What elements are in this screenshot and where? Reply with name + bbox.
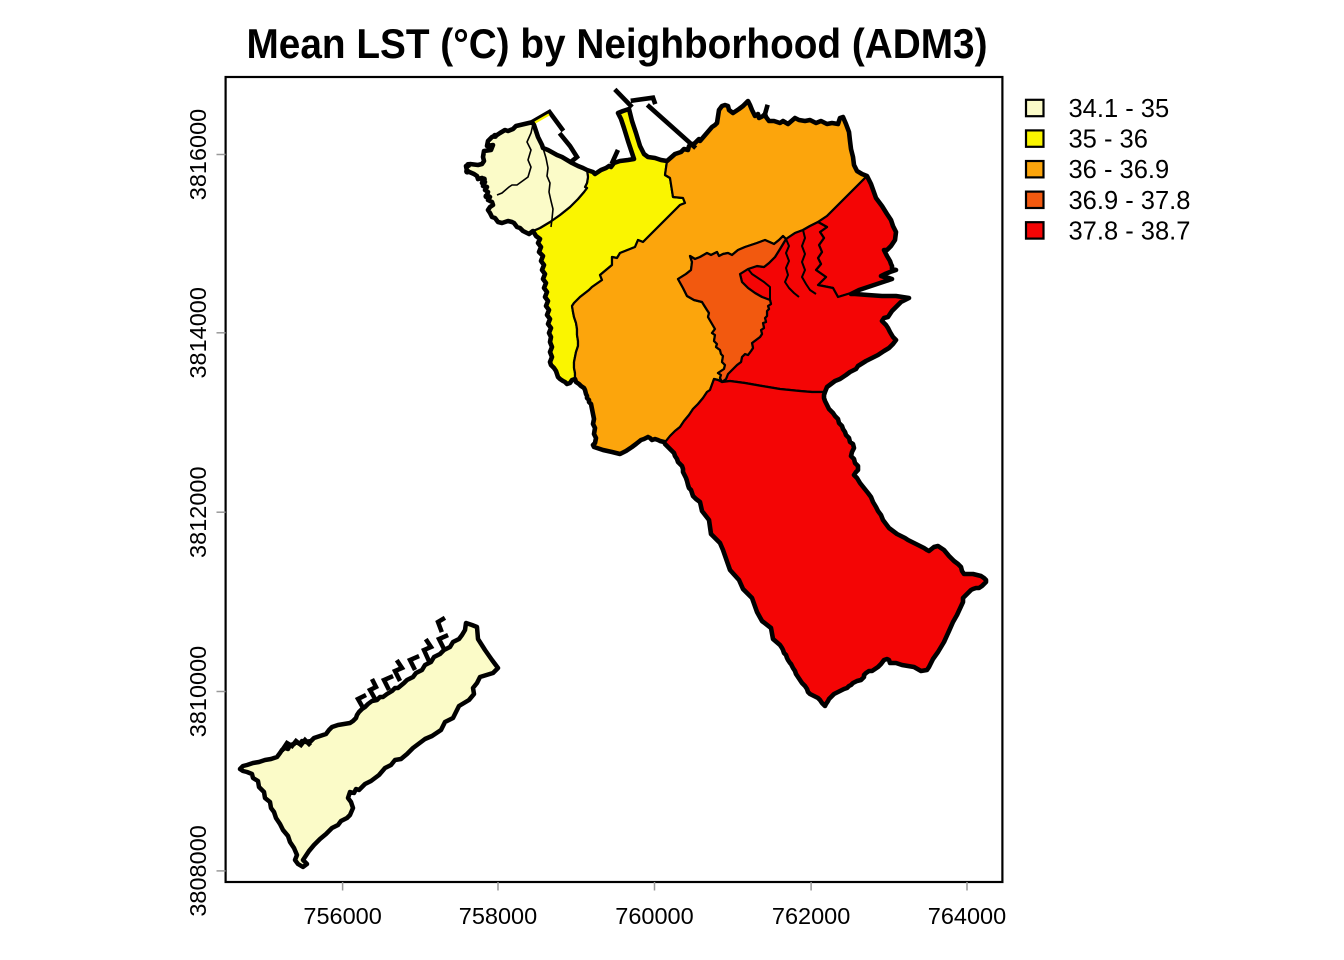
- svg-text:36 - 36.9: 36 - 36.9: [1069, 156, 1170, 184]
- svg-text:760000: 760000: [615, 903, 693, 929]
- svg-text:3810000: 3810000: [185, 646, 211, 738]
- svg-text:35 - 36: 35 - 36: [1069, 126, 1148, 154]
- svg-text:762000: 762000: [772, 903, 850, 929]
- svg-text:764000: 764000: [928, 903, 1006, 929]
- svg-text:34.1 - 35: 34.1 - 35: [1069, 95, 1170, 123]
- svg-text:3814000: 3814000: [185, 287, 211, 379]
- svg-text:756000: 756000: [303, 903, 381, 929]
- svg-text:758000: 758000: [459, 903, 537, 929]
- svg-text:Mean LST (°C) by Neighborhood: Mean LST (°C) by Neighborhood (ADM3): [247, 20, 988, 67]
- svg-text:3816000: 3816000: [185, 109, 211, 201]
- svg-text:3812000: 3812000: [185, 466, 211, 558]
- svg-text:37.8 - 38.7: 37.8 - 38.7: [1069, 217, 1191, 245]
- svg-text:36.9 - 37.8: 36.9 - 37.8: [1069, 187, 1191, 215]
- svg-text:3808000: 3808000: [185, 825, 211, 917]
